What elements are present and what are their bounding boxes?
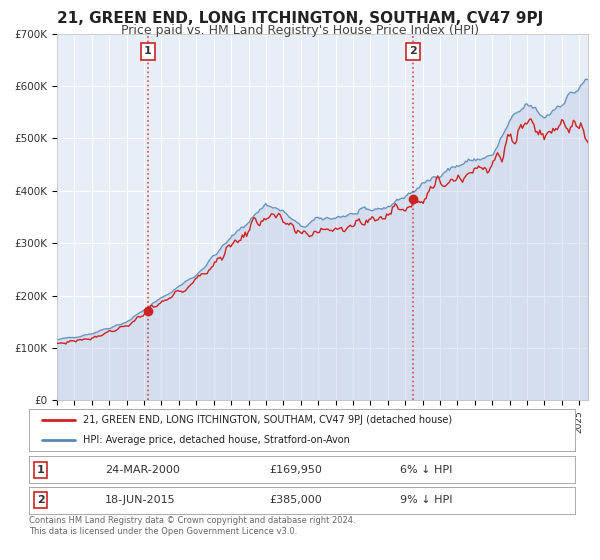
Text: 24-MAR-2000: 24-MAR-2000 — [105, 465, 180, 475]
Text: 18-JUN-2015: 18-JUN-2015 — [105, 495, 176, 505]
Text: 21, GREEN END, LONG ITCHINGTON, SOUTHAM, CV47 9PJ: 21, GREEN END, LONG ITCHINGTON, SOUTHAM,… — [57, 11, 543, 26]
Text: 6% ↓ HPI: 6% ↓ HPI — [400, 465, 452, 475]
Text: 2: 2 — [37, 495, 44, 505]
Text: £385,000: £385,000 — [269, 495, 322, 505]
Text: 1: 1 — [144, 46, 152, 57]
Text: Price paid vs. HM Land Registry's House Price Index (HPI): Price paid vs. HM Land Registry's House … — [121, 24, 479, 36]
Text: 9% ↓ HPI: 9% ↓ HPI — [400, 495, 452, 505]
Text: HPI: Average price, detached house, Stratford-on-Avon: HPI: Average price, detached house, Stra… — [83, 435, 350, 445]
Text: 1: 1 — [37, 465, 44, 475]
Text: Contains HM Land Registry data © Crown copyright and database right 2024.
This d: Contains HM Land Registry data © Crown c… — [29, 516, 355, 536]
Text: 21, GREEN END, LONG ITCHINGTON, SOUTHAM, CV47 9PJ (detached house): 21, GREEN END, LONG ITCHINGTON, SOUTHAM,… — [83, 415, 452, 424]
Text: 2: 2 — [409, 46, 417, 57]
Text: £169,950: £169,950 — [269, 465, 322, 475]
